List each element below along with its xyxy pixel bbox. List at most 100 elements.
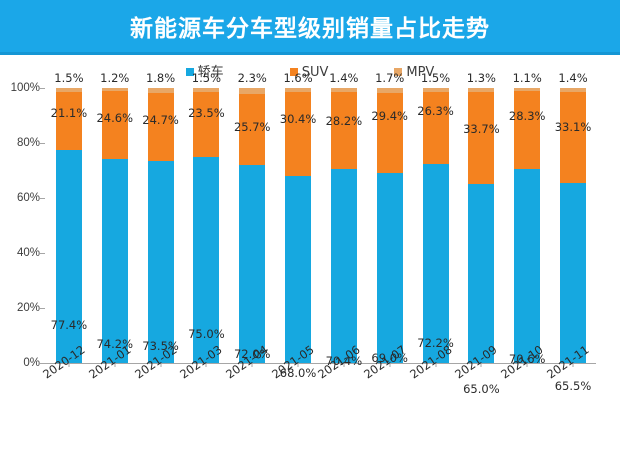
bar-segment-car[interactable]: 70.4%	[326, 169, 362, 368]
legend-item-3[interactable]: MPV	[394, 66, 434, 79]
bar-column[interactable]: 1.6% 30.4% 68.0%	[275, 71, 321, 380]
bar-column[interactable]: 2.3% 25.7% 72.0%	[229, 71, 275, 367]
data-label-suv: 24.6%	[96, 111, 134, 126]
bar-segment-mpv[interactable]: 1.5%	[192, 71, 221, 93]
bar-column[interactable]: 1.3% 33.7% 65.0%	[458, 71, 504, 396]
legend-item-2[interactable]: SUV	[289, 66, 328, 79]
data-label-suv: 21.1%	[50, 106, 88, 121]
data-label-car: 74.2%	[96, 336, 134, 351]
bar-column[interactable]: 1.8% 24.7% 73.5%	[138, 71, 184, 367]
x-axis-tick-mark	[389, 363, 391, 367]
stacked-bar[interactable]: 1.4% 33.1% 65.5%	[555, 71, 592, 393]
bar-segment-suv[interactable]: 25.7%	[234, 94, 270, 165]
header-banner: 新能源车分车型级别销量占比走势	[0, 0, 620, 55]
x-axis-tick-mark	[68, 363, 70, 367]
bar-segment-car[interactable]: 73.5%	[142, 160, 179, 363]
bar-segment-suv[interactable]: 23.5%	[188, 92, 225, 157]
bar-segment-mpv[interactable]: 2.3%	[238, 71, 267, 95]
stacked-bar[interactable]: 1.4% 28.2% 70.4%	[326, 71, 363, 368]
bar-segment-suv[interactable]: 24.7%	[142, 92, 179, 161]
bar-segment-suv[interactable]: 29.4%	[371, 92, 408, 174]
stacked-bar[interactable]: 1.7% 29.4% 69.0%	[371, 71, 408, 365]
stacked-bar[interactable]: 1.8% 24.7% 73.5%	[142, 71, 179, 363]
data-label-car: 72.0%	[233, 346, 271, 361]
legend-label: 轿车	[197, 64, 224, 80]
x-axis-tick-mark	[343, 363, 345, 367]
bar-segment-car[interactable]: 75.0%	[188, 156, 225, 363]
bar-segment-car[interactable]: 70.6%	[509, 168, 545, 366]
bar-segment-suv[interactable]: 28.3%	[509, 91, 545, 169]
x-axis-tick-mark	[480, 363, 482, 367]
bar-segment-car[interactable]: 72.2%	[417, 164, 454, 363]
bar-segment-car[interactable]: 65.0%	[463, 184, 500, 396]
bar-segment-mpv[interactable]: 1.7%	[375, 71, 404, 93]
bar-segment-car[interactable]: 72.0%	[234, 164, 270, 363]
data-label-mpv: 1.1%	[512, 71, 542, 85]
bar-column[interactable]: 1.1% 28.3% 70.6%	[504, 71, 550, 367]
bar-column[interactable]: 1.4% 28.2% 70.4%	[321, 71, 367, 368]
stacked-bar[interactable]: 1.5% 21.1% 77.4%	[51, 71, 87, 363]
bar-segment-mpv[interactable]: 1.8%	[146, 71, 175, 93]
legend-item-1[interactable]: 轿车	[185, 64, 224, 80]
bar-segment-mpv[interactable]: 1.3%	[467, 71, 496, 92]
bar-segment-mpv[interactable]: 1.4%	[329, 71, 358, 92]
data-label-suv: 28.2%	[325, 113, 363, 128]
bar-column[interactable]: 1.5% 26.3% 72.2%	[413, 71, 459, 367]
data-label-car: 72.2%	[417, 336, 454, 351]
bar-segment-car[interactable]: 65.5%	[555, 182, 591, 393]
bar-segment-suv[interactable]: 33.7%	[463, 91, 500, 185]
data-label-mpv: 1.3%	[466, 71, 496, 85]
data-label-car: 73.5%	[142, 338, 179, 353]
bar-segment-mpv[interactable]: 1.4%	[558, 71, 588, 92]
bar-segment-car[interactable]: 74.2%	[96, 158, 133, 363]
stacked-bar[interactable]: 1.2% 24.6% 74.2%	[96, 71, 133, 363]
bar-segment-mpv[interactable]: 1.6%	[283, 71, 313, 93]
stacked-bar[interactable]: 1.5% 26.3% 72.2%	[417, 71, 454, 363]
stacked-bar[interactable]: 1.5% 23.5% 75.0%	[188, 71, 225, 363]
data-label-suv: 29.4%	[371, 108, 408, 123]
bar-segment-mpv[interactable]: 1.5%	[421, 71, 450, 93]
y-axis-tick-mark	[40, 88, 45, 89]
bar-segment-suv[interactable]: 28.2%	[326, 91, 362, 170]
x-axis-label-slot: 2021-07	[361, 342, 413, 428]
data-label-suv: 23.5%	[188, 106, 225, 121]
bar-segment-mpv[interactable]: 1.5%	[54, 71, 84, 93]
y-axis-tick-mark	[40, 253, 45, 254]
x-axis-tick-mark	[251, 363, 253, 367]
plot-area: 0% 20% 40% 60% 80% 100% 1.5% 21.1% 77.4% 1.2% 24.…	[0, 71, 620, 396]
stacked-bar[interactable]: 1.1% 28.3% 70.6%	[509, 71, 546, 366]
data-label-mpv: 1.2%	[100, 71, 130, 85]
x-axis-label-slot: 2021-09	[453, 342, 504, 428]
bar-column[interactable]: 1.5% 21.1% 77.4%	[46, 71, 92, 367]
bar-column[interactable]: 1.5% 23.5% 75.0%	[183, 71, 229, 367]
data-label-mpv: 1.6%	[283, 71, 313, 85]
bar-column[interactable]: 1.7% 29.4% 69.0%	[367, 71, 413, 367]
stacked-bar[interactable]: 2.3% 25.7% 72.0%	[234, 71, 270, 363]
x-axis-tick-mark	[435, 363, 437, 367]
data-label-mpv: 1.7%	[375, 71, 405, 85]
legend-swatch-icon	[185, 68, 194, 76]
legend-swatch-icon	[394, 68, 403, 76]
data-label-car: 75.0%	[188, 326, 225, 341]
x-axis-label-slot: 2021-01	[86, 342, 138, 428]
bar-column[interactable]: 1.4% 33.1% 65.5%	[550, 71, 596, 393]
bar-segment-suv[interactable]: 33.1%	[555, 91, 591, 183]
stacked-bar[interactable]: 1.6% 30.4% 68.0%	[280, 71, 317, 380]
bar-segment-suv[interactable]: 24.6%	[96, 91, 133, 159]
data-label-suv: 33.1%	[554, 119, 592, 134]
stacked-bar[interactable]: 1.3% 33.7% 65.0%	[463, 71, 500, 396]
bar-segment-car[interactable]: 69.0%	[371, 173, 408, 365]
bar-column[interactable]: 1.2% 24.6% 74.2%	[92, 71, 138, 367]
bar-segment-suv[interactable]: 21.1%	[51, 92, 87, 151]
bar-segment-suv[interactable]: 26.3%	[417, 92, 454, 165]
data-label-car: 69.0%	[371, 351, 408, 366]
bar-segment-mpv[interactable]: 1.1%	[513, 71, 542, 92]
data-label-suv: 33.7%	[463, 121, 500, 136]
bar-segment-suv[interactable]: 30.4%	[280, 92, 316, 176]
data-label-suv: 24.7%	[142, 112, 179, 127]
bar-segment-car[interactable]: 68.0%	[280, 175, 316, 380]
y-axis: 0% 20% 40% 60% 80% 100%	[0, 82, 46, 369]
bar-segment-mpv[interactable]: 1.2%	[100, 71, 129, 92]
bar-segment-car[interactable]: 77.4%	[51, 150, 87, 363]
